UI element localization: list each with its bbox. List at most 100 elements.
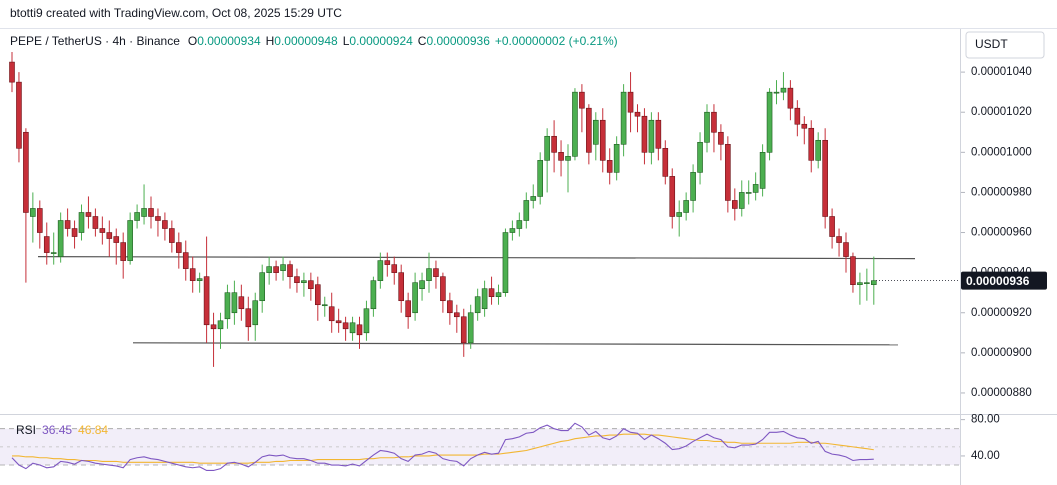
candle-body (738, 192, 745, 209)
candle-body (620, 91, 627, 145)
currency-box[interactable] (965, 31, 1045, 59)
candle-body (356, 324, 363, 336)
candle-body (231, 292, 238, 314)
candle-body (370, 280, 377, 310)
currency[interactable]: USDT (975, 37, 1008, 51)
candle-body (745, 192, 752, 194)
candle-body (697, 141, 703, 173)
candle-body (120, 242, 126, 261)
candle-body (836, 236, 842, 243)
candle-body (391, 264, 398, 273)
candle-body (176, 242, 182, 253)
last-price: 0.00000936 (966, 274, 1030, 288)
ohlc-value: 0.00000924 (349, 34, 413, 48)
candle-body (870, 280, 877, 285)
candle-body (57, 220, 64, 257)
candle-body (16, 81, 22, 149)
rsi-axis: 80.00 40.00 (961, 414, 1000, 462)
candle-body (141, 208, 147, 217)
candle-body (801, 123, 808, 129)
candle-body (182, 252, 189, 269)
candle-body (606, 160, 613, 173)
ohlc-value: 0.00000934 (197, 34, 261, 48)
candle-body (412, 282, 418, 314)
candle-body (398, 272, 405, 302)
rsi-line (11, 422, 874, 472)
candle-body (565, 156, 571, 161)
candle-body (773, 91, 780, 94)
candle-body (419, 280, 425, 289)
candle-body (196, 278, 203, 281)
candle-body (224, 292, 231, 320)
rsi-tick-label: 80.00 (971, 414, 1000, 426)
candle-body (794, 107, 801, 125)
candle-body (599, 119, 606, 161)
candle-body (266, 266, 272, 273)
candle-body (551, 135, 557, 153)
candle-body (217, 320, 224, 330)
candle-body (71, 228, 78, 237)
candle-body (127, 220, 133, 261)
ohlc-label: L (343, 34, 350, 48)
rsi-ma-line (12, 433, 874, 464)
watermark-title: btotti9 created with TradingView.com, Oc… (10, 6, 342, 20)
y-tick-label: 0.00000880 (971, 387, 1032, 399)
candle-body (572, 91, 578, 157)
y-tick-label: 0.00001020 (971, 106, 1032, 118)
candle-body (92, 216, 99, 229)
candle-body (586, 107, 592, 153)
candle-body (481, 288, 488, 310)
candle-body (36, 208, 43, 233)
candle-body (99, 228, 106, 233)
level-line (132, 342, 899, 346)
candle-body (43, 236, 50, 253)
candle-body (808, 127, 815, 161)
candle-body (169, 228, 175, 243)
candle-body (342, 322, 349, 330)
candle-body (460, 316, 467, 344)
candle-body (363, 308, 370, 334)
y-tick-label: 0.00000980 (971, 186, 1032, 198)
rsi-legend: RSI 36.45 46.84 (16, 423, 108, 437)
candle-body (509, 228, 516, 233)
y-tick-label: 0.00000960 (971, 227, 1032, 239)
symbol: PEPE / TetherUS · 4h · Binance (10, 34, 180, 48)
candle-body (245, 308, 252, 328)
candle-body (683, 200, 689, 213)
candle-body (558, 152, 564, 161)
candle-body (259, 272, 266, 302)
candle-body (308, 280, 314, 289)
ohlc-value: 0.00000936 (426, 34, 490, 48)
candle-body (711, 111, 717, 133)
candle-body (864, 282, 870, 284)
candle-body (189, 268, 196, 281)
candle-body (530, 196, 537, 201)
candle-body (537, 160, 544, 197)
candle-body (9, 61, 15, 83)
legend: PEPE / TetherUS · 4h · Binance O0.0000093… (10, 34, 618, 48)
candle-body (690, 172, 696, 201)
candle-body (544, 135, 550, 161)
candle-body (440, 276, 446, 302)
candle-body (280, 264, 286, 271)
candle-body (328, 306, 335, 322)
candle-body (718, 131, 724, 145)
candle-body (252, 300, 259, 326)
candle-body (759, 152, 766, 189)
ohlc-value: 0.00000948 (274, 34, 338, 48)
candle-body (857, 282, 863, 285)
rsi-tick-label: 40.00 (971, 450, 1000, 462)
candle-body (467, 312, 474, 344)
rsi-band (0, 428, 960, 466)
candle-body (155, 216, 161, 221)
y-tick-label: 0.00000920 (971, 307, 1032, 319)
candle-body (725, 144, 731, 201)
candle-body (335, 320, 342, 324)
candle-body (405, 300, 411, 318)
candle-body (474, 296, 481, 314)
candle-body (579, 91, 585, 109)
candle-body (516, 220, 523, 229)
candle-body (447, 300, 453, 314)
candle-body (238, 296, 245, 310)
